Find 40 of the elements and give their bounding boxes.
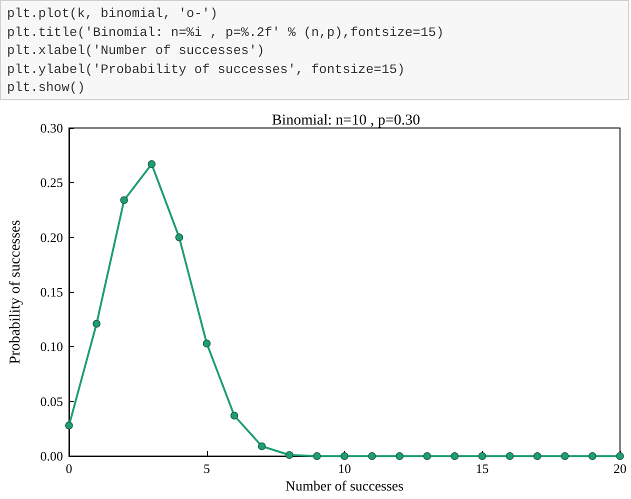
text: plt.xlabel('Number of successes'): [7, 42, 266, 60]
point: [175, 233, 184, 242]
point: [478, 452, 486, 460]
point: [92, 320, 100, 328]
x-tick-label: 20: [614, 461, 626, 476]
point: [396, 452, 404, 460]
text: plt.title('Binomial: n=%i , p=%.2f' % (n,p),fontsize=15): [7, 24, 445, 42]
chart-title: Binomial: n=10 , p=0.30: [272, 112, 420, 128]
point: [561, 452, 569, 460]
point: [423, 452, 432, 460]
point: [286, 451, 294, 459]
point: [120, 196, 128, 204]
y-tick-label: 0.20: [40, 230, 63, 245]
y-tick-label: 0.10: [40, 339, 63, 354]
point: [340, 452, 348, 460]
y-axis-title: Probability of successes: [8, 220, 24, 364]
point: [588, 452, 596, 460]
x-tick-label: 10: [338, 461, 351, 476]
x-tick-label: 15: [476, 461, 489, 476]
point: [230, 412, 238, 420]
y-tick-label: 0.15: [40, 284, 63, 300]
text: plt.plot(k, binomial, 'o-'): [7, 5, 219, 23]
point: [258, 442, 266, 450]
x-axis-title: Number of successes: [285, 480, 404, 494]
point: [506, 452, 514, 460]
y-tick-label: 0.05: [40, 394, 63, 409]
x-tick-label: 5: [204, 461, 210, 476]
point: [148, 160, 156, 168]
y-tick-label: 0.30: [40, 120, 63, 136]
point: [533, 452, 542, 460]
point: [202, 340, 211, 348]
point: [313, 452, 321, 460]
point: [450, 452, 459, 460]
x-tick-label: 0: [66, 461, 72, 476]
point: [65, 422, 73, 430]
point: [368, 452, 376, 460]
text: plt.ylabel('Probability of successes', fontsize=15): [7, 60, 406, 78]
text: plt.show(): [7, 79, 86, 97]
y-tick-label: 0.00: [40, 448, 63, 464]
y-tick-label: 0.25: [40, 175, 63, 190]
